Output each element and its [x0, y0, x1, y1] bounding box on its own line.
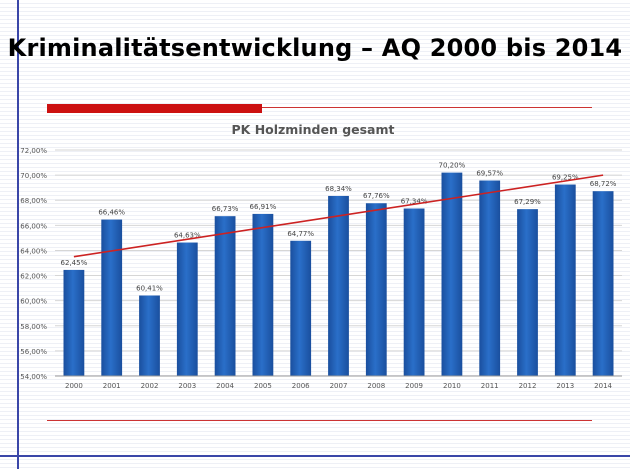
x-tick-label: 2002: [141, 382, 159, 390]
y-tick-label: 70,00%: [20, 172, 47, 180]
slide-title: Kriminalitätsentwicklung – AQ 2000 bis 2…: [7, 34, 623, 62]
y-tick-label: 68,00%: [20, 197, 47, 205]
footer-accent-line: [47, 420, 592, 421]
x-tick-label: 2013: [556, 382, 574, 390]
x-tick-label: 2001: [103, 382, 121, 390]
bar: [328, 195, 349, 376]
bottom-frame-rule: [0, 455, 630, 457]
bar: [101, 219, 123, 376]
bar: [554, 184, 576, 376]
left-frame-rule: [17, 0, 19, 469]
trendline: [73, 174, 604, 258]
bar: [592, 191, 614, 376]
x-tick-label: 2004: [216, 382, 234, 390]
bar: [63, 269, 85, 376]
x-tick-label: 2003: [178, 382, 196, 390]
data-label: 69,57%: [476, 170, 503, 178]
x-tick-label: 2008: [367, 382, 385, 390]
x-tick-label: 2011: [481, 382, 499, 390]
data-label: 69,25%: [552, 174, 579, 182]
data-labels: 62,45% 66,46% 60,41% 64,63% 66,73% 66,91% 64,7…: [61, 162, 617, 293]
y-tick-label: 54,00%: [20, 373, 47, 381]
bar: [365, 203, 387, 376]
chart-title: PK Holzminden gesamt: [232, 122, 395, 137]
bar: [441, 172, 463, 376]
bar: [403, 208, 425, 376]
bar: [139, 295, 160, 376]
bars: [63, 172, 614, 376]
data-label: 67,34%: [401, 198, 428, 206]
title-accent-line: [262, 107, 592, 108]
x-axis: 2000 2001 2002 2003 2004 2005 2006 2007 2008 2009…: [55, 375, 622, 390]
data-label: 67,76%: [363, 192, 390, 200]
data-label: 60,41%: [136, 285, 163, 293]
x-tick-label: 2000: [65, 382, 83, 390]
x-tick-label: 2009: [405, 382, 423, 390]
y-tick-label: 62,00%: [20, 273, 47, 281]
bar: [252, 213, 274, 376]
bar: [214, 216, 236, 376]
bar: [517, 209, 538, 376]
data-label: 70,20%: [439, 162, 466, 170]
x-tick-label: 2012: [519, 382, 537, 390]
data-label: 68,34%: [325, 185, 352, 193]
data-label: 62,45%: [61, 259, 88, 267]
title-accent-bar: [47, 104, 262, 113]
x-tick-label: 2010: [443, 382, 461, 390]
y-tick-label: 66,00%: [20, 222, 47, 230]
data-label: 64,63%: [174, 232, 201, 240]
x-tick-label: 2007: [330, 382, 348, 390]
data-label: 66,73%: [212, 205, 239, 213]
data-label: 68,72%: [590, 180, 617, 188]
x-tick-label: 2006: [292, 382, 310, 390]
data-label: 66,91%: [250, 203, 277, 211]
data-label: 67,29%: [514, 198, 541, 206]
bar: [479, 180, 501, 376]
y-tick-label: 72,00%: [20, 147, 47, 155]
trendline-line: [73, 174, 604, 258]
y-tick-label: 64,00%: [20, 247, 47, 255]
y-tick-label: 56,00%: [20, 348, 47, 356]
x-tick-label: 2014: [594, 382, 612, 390]
y-tick-label: 60,00%: [20, 298, 47, 306]
bar: [290, 240, 312, 376]
data-label: 66,46%: [98, 209, 125, 217]
bar: [176, 242, 198, 376]
y-axis: 54,00% 56,00% 58,00% 60,00% 62,00% 64,00% 66,0…: [20, 147, 47, 381]
y-tick-label: 58,00%: [20, 323, 47, 331]
data-label: 64,77%: [287, 230, 314, 238]
x-tick-label: 2005: [254, 382, 272, 390]
